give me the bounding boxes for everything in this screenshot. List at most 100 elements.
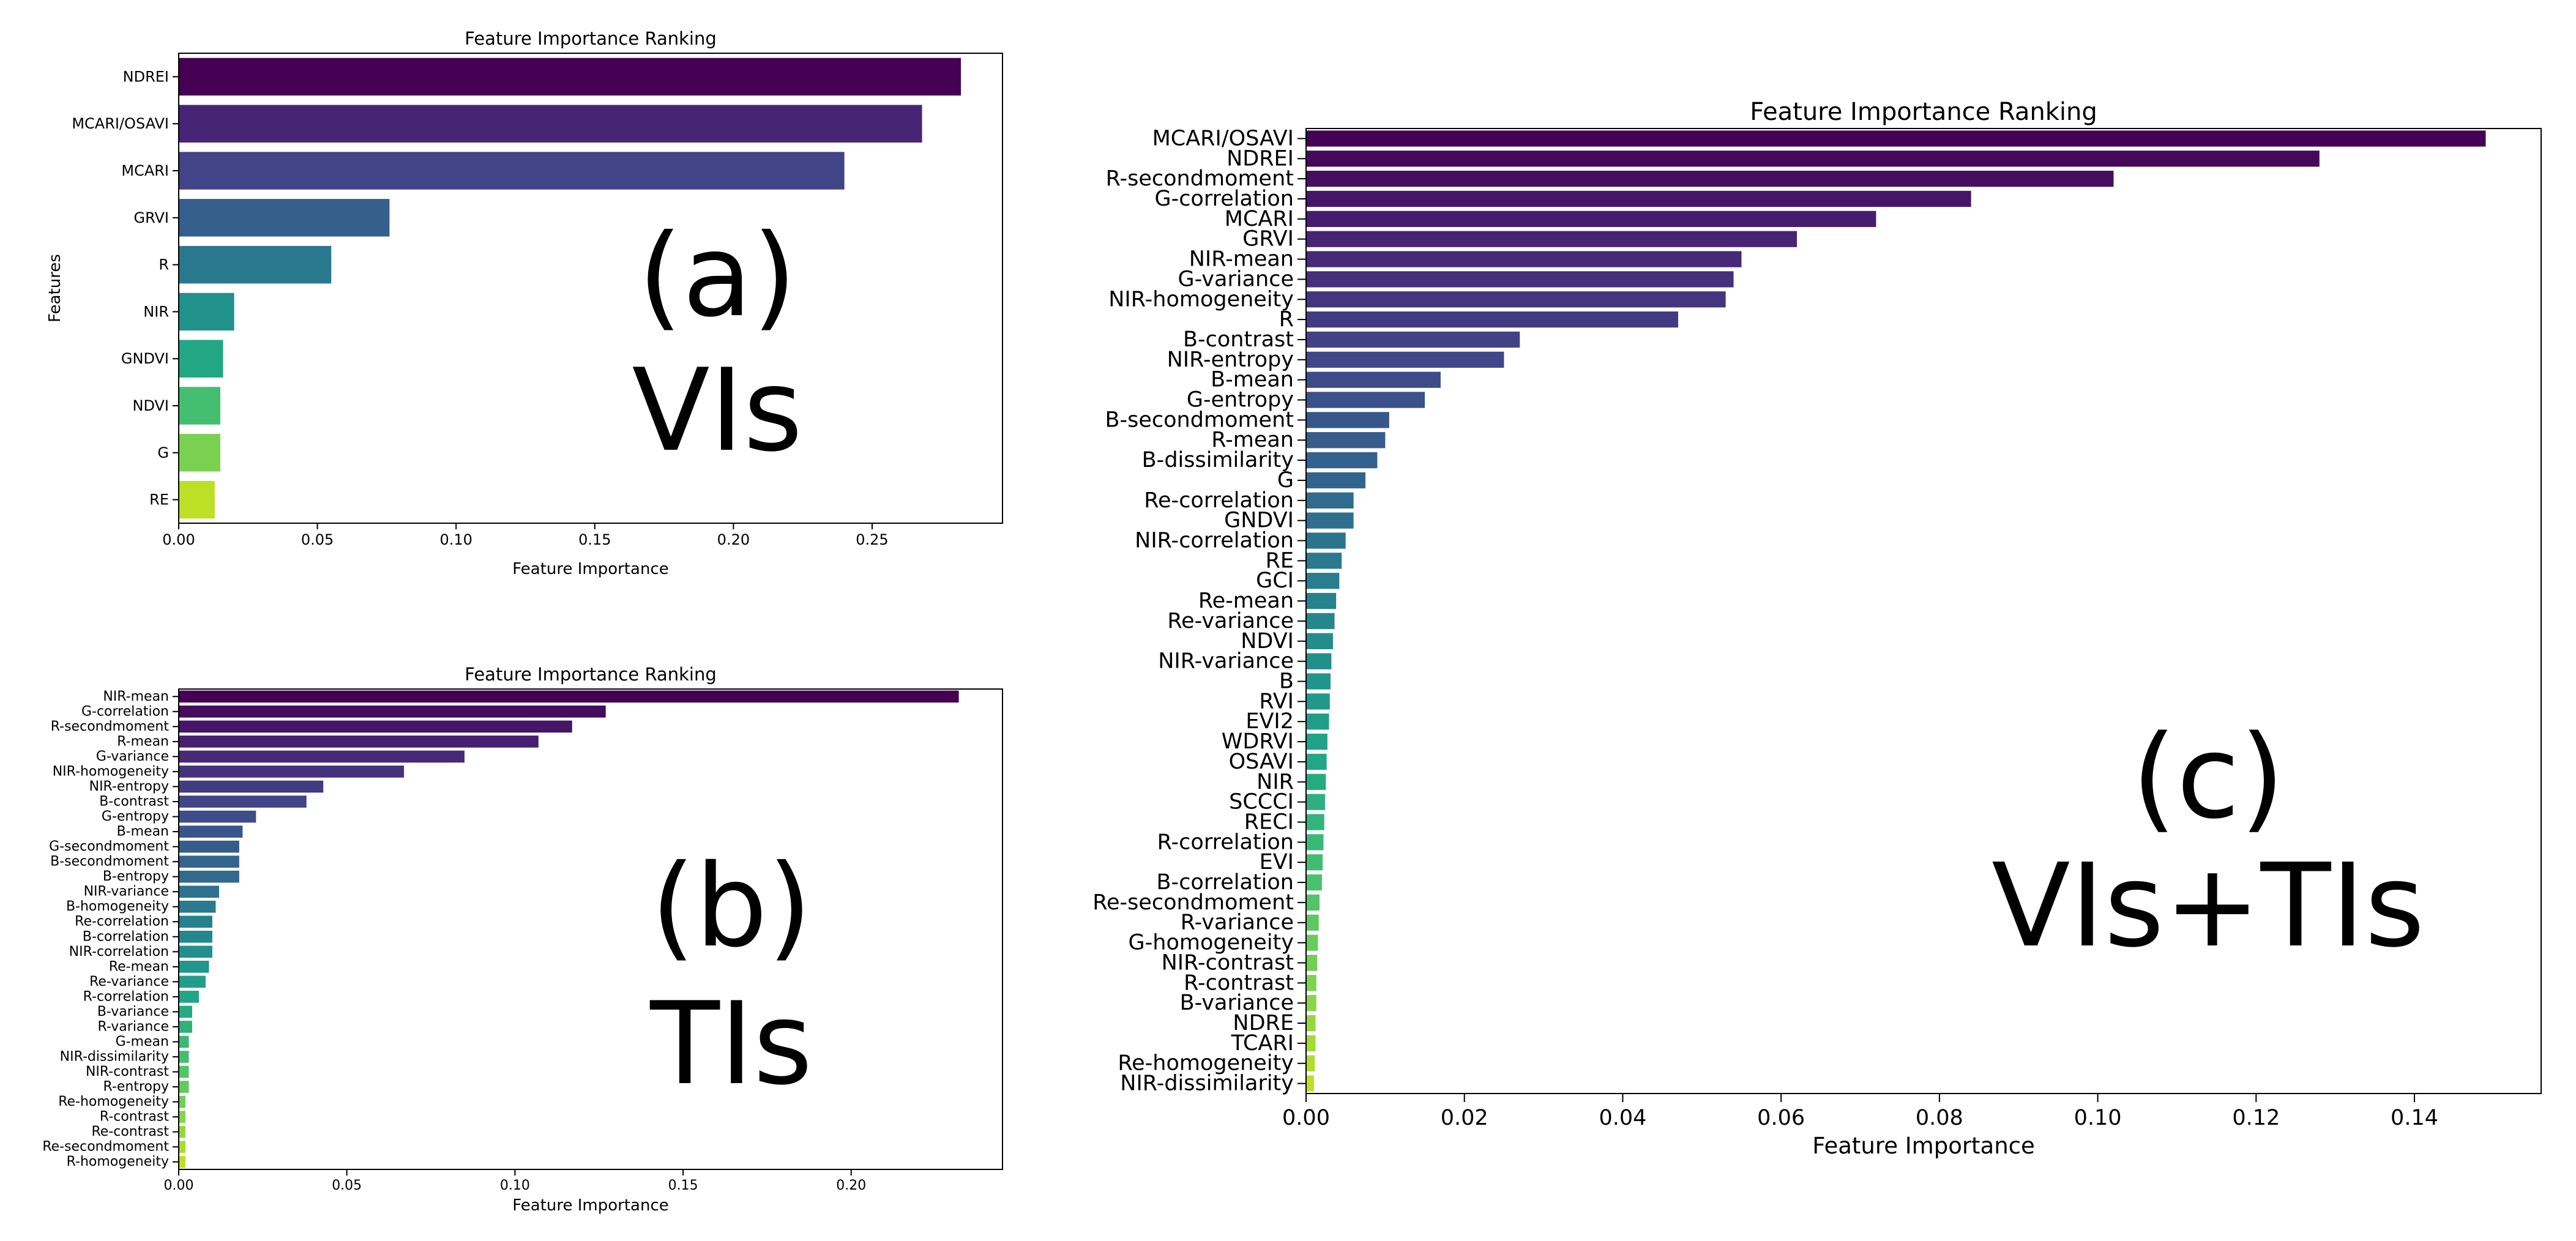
chart3-y-tick-label: G (1277, 468, 1294, 493)
chart3-y-tick-label: NDRE (1233, 1011, 1294, 1035)
chart2-y-tick-label: B-mean (117, 824, 169, 840)
chart3-y-tick-label: NDREI (1226, 146, 1294, 171)
chart3-y-tick-label: MCARI/OSAVI (1152, 126, 1294, 151)
chart2-y-tick-label: G-entropy (102, 809, 169, 824)
chart2-y-tick-label: G-correlation (81, 704, 169, 719)
chart3-bar (1306, 975, 1316, 991)
chart3-y-tick-label: B (1279, 669, 1294, 693)
chart3-bar (1306, 714, 1329, 730)
chart2-y-tick-label: B-secondmoment (50, 854, 169, 870)
chart3-bar (1306, 432, 1386, 449)
chart2-y-tick-label: NIR-mean (103, 689, 169, 704)
chart3-x-tick-label: 0.06 (1757, 1106, 1805, 1130)
chart3-bar (1306, 412, 1389, 428)
chart3-bar (1306, 170, 2114, 187)
chart3-bar (1306, 613, 1335, 630)
chart2-x-tick-label: 0.15 (668, 1178, 698, 1193)
chart2-bar (179, 1155, 185, 1168)
chart2-bar (179, 961, 209, 973)
chart3-bar (1306, 834, 1324, 851)
chart1-bar (179, 387, 220, 425)
chart3-bar (1306, 633, 1333, 649)
chart3-bar (1306, 1035, 1316, 1052)
chart1-y-axis-label: Features (46, 254, 64, 322)
chart2-bar (179, 855, 239, 868)
chart2-x-tick-label: 0.00 (164, 1178, 194, 1193)
chart3-bar (1306, 130, 2486, 147)
chart3-y-tick-label: NDVI (1241, 629, 1294, 654)
chart2-y-tick-label: B-variance (97, 1004, 169, 1019)
chart1-bar (179, 105, 922, 143)
chart1-y-tick-label: NDVI (132, 397, 169, 414)
chart2-bar (179, 705, 606, 718)
chart1-title: Feature Importance Ranking (465, 28, 717, 49)
chart2-panel-subtitle: TIs (649, 977, 812, 1110)
chart3-bar (1306, 371, 1441, 388)
chart3-y-tick-label: NIR-mean (1189, 247, 1294, 272)
chart1-y-tick-label: G (157, 444, 169, 461)
chart1-x-tick-label: 0.25 (856, 531, 888, 548)
chart3-y-tick-label: NIR (1256, 770, 1294, 794)
chart1-y-tick-label: NIR (143, 303, 169, 320)
chart3-x-tick-label: 0.14 (2391, 1106, 2438, 1130)
chart2-y-tick-label: R-entropy (103, 1079, 169, 1095)
chart1-bar (179, 340, 223, 378)
chart3-y-tick-label: NIR-dissimilarity (1120, 1071, 1294, 1096)
chart3-y-tick-label: RECI (1244, 810, 1294, 834)
chart2-bar (179, 975, 206, 988)
chart1-y-tick-label: MCARI/OSAVI (72, 115, 169, 132)
chart1-bar (179, 293, 234, 331)
chart2-bar (179, 1005, 192, 1018)
chart3-y-tick-label: RE (1266, 548, 1294, 573)
chart3-y-tick-label: EVI2 (1245, 709, 1294, 734)
chart1-y-tick-label: GRVI (134, 209, 169, 226)
chart3-x-tick-label: 0.08 (1916, 1106, 1963, 1130)
chart3-bar (1306, 492, 1354, 509)
chart3-bar (1306, 955, 1318, 971)
chart2-bar (179, 750, 465, 763)
chart3-bar (1306, 151, 2320, 167)
chart2-y-tick-label: R-correlation (83, 989, 169, 1004)
chart3-bar (1306, 995, 1316, 1012)
chart3-y-tick-label: GRVI (1242, 227, 1294, 252)
chart3-axes-frame (1305, 128, 2542, 1094)
chart2-bar (179, 1111, 185, 1123)
chart2-y-tick-label: G-mean (116, 1034, 169, 1049)
chart3-y-tick-label: OSAVI (1229, 750, 1294, 774)
chart3-y-tick-label: R-contrast (1184, 971, 1294, 995)
chart2-y-tick-label: B-homogeneity (66, 899, 169, 914)
chart2-y-tick-label: Re-secondmoment (42, 1139, 169, 1155)
chart2-x-tick-label: 0.20 (836, 1178, 866, 1193)
chart2-bar (179, 1035, 189, 1048)
chart3-bar (1306, 1015, 1316, 1032)
chart3-bar (1306, 351, 1504, 368)
chart1-axes-frame (178, 53, 1003, 524)
chart2-bar (179, 930, 212, 943)
chart2-bar (179, 870, 239, 883)
chart1-y-tick-label: R (159, 256, 169, 274)
chart3-y-tick-label: B-dissimilarity (1142, 448, 1294, 472)
chart2-y-tick-label: NIR-variance (84, 884, 169, 900)
chart3-y-tick-label: GNDVI (1224, 509, 1294, 533)
chart2-y-tick-label: Re-variance (89, 974, 169, 989)
chart2-bar (179, 945, 212, 958)
chart3-bar (1306, 573, 1340, 589)
chart2-y-tick-label: Re-contrast (91, 1124, 169, 1139)
chart1-panel-subtitle: VIs (632, 344, 803, 477)
chart2-panel-label: (b) (651, 840, 812, 972)
chart3-x-tick-label: 0.00 (1282, 1106, 1330, 1130)
chart2-bar (179, 766, 405, 778)
chart3-bar (1306, 592, 1337, 609)
chart2-y-tick-label: R-homogeneity (67, 1154, 169, 1169)
chart3-x-tick-label: 0.10 (2074, 1106, 2122, 1130)
chart3-bar (1306, 934, 1318, 951)
chart3-x-tick-label: 0.12 (2232, 1106, 2280, 1130)
chart3-y-tick-label: EVI (1260, 850, 1294, 874)
chart2-x-tick-label: 0.10 (500, 1178, 530, 1193)
chart3-y-tick-label: G-variance (1178, 267, 1294, 291)
chart3-y-tick-label: NIR-entropy (1167, 348, 1294, 372)
chart2-bar (179, 780, 324, 793)
chart2-bar (179, 1141, 185, 1153)
chart3-y-tick-label: GCI (1256, 568, 1294, 593)
chart3-y-tick-label: Re-mean (1198, 589, 1294, 613)
